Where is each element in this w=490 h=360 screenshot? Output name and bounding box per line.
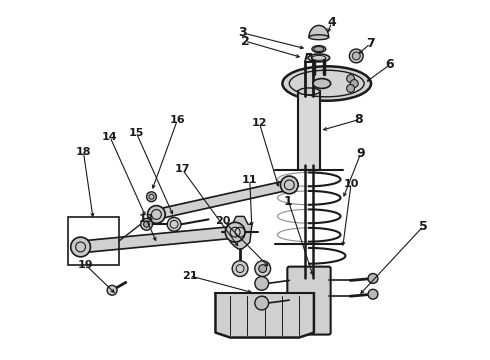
- Polygon shape: [216, 293, 314, 338]
- Bar: [298, 91, 320, 170]
- Circle shape: [352, 52, 360, 60]
- Ellipse shape: [308, 54, 330, 62]
- Ellipse shape: [312, 55, 326, 60]
- Ellipse shape: [313, 78, 331, 89]
- Circle shape: [346, 75, 355, 82]
- Circle shape: [255, 296, 269, 310]
- Text: 20: 20: [216, 216, 231, 226]
- Text: 5: 5: [419, 220, 428, 233]
- Circle shape: [141, 219, 152, 230]
- Text: 14: 14: [102, 132, 118, 142]
- Circle shape: [346, 85, 355, 93]
- Circle shape: [368, 274, 378, 283]
- Text: 13: 13: [138, 214, 154, 224]
- Text: 18: 18: [75, 147, 91, 157]
- Circle shape: [107, 285, 117, 295]
- Text: 1: 1: [284, 195, 293, 208]
- Circle shape: [259, 265, 267, 273]
- Text: 15: 15: [129, 128, 144, 138]
- Text: 12: 12: [252, 118, 267, 128]
- Circle shape: [167, 217, 181, 231]
- Circle shape: [255, 276, 269, 290]
- Circle shape: [71, 237, 91, 257]
- Text: 17: 17: [174, 165, 190, 174]
- Circle shape: [232, 261, 248, 276]
- Circle shape: [349, 49, 363, 63]
- Circle shape: [144, 221, 149, 227]
- Polygon shape: [155, 180, 291, 219]
- FancyBboxPatch shape: [287, 267, 331, 334]
- Text: 9: 9: [356, 147, 365, 160]
- Circle shape: [368, 289, 378, 299]
- Text: 21: 21: [182, 271, 197, 281]
- Polygon shape: [80, 226, 236, 253]
- Ellipse shape: [314, 46, 324, 51]
- Ellipse shape: [282, 66, 371, 101]
- Text: 3: 3: [238, 26, 247, 39]
- Text: 7: 7: [366, 37, 375, 50]
- Circle shape: [147, 206, 165, 223]
- Bar: [68, 217, 119, 265]
- Text: 4: 4: [327, 16, 336, 29]
- Ellipse shape: [298, 88, 320, 95]
- Circle shape: [255, 261, 270, 276]
- Ellipse shape: [309, 35, 329, 40]
- Circle shape: [225, 222, 245, 242]
- Circle shape: [350, 80, 358, 87]
- Text: 11: 11: [242, 175, 258, 185]
- Text: 16: 16: [170, 115, 185, 125]
- Circle shape: [147, 192, 156, 202]
- Circle shape: [280, 176, 298, 194]
- Text: 19: 19: [78, 260, 94, 270]
- Text: 10: 10: [343, 179, 359, 189]
- Text: 8: 8: [354, 113, 363, 126]
- Ellipse shape: [312, 46, 326, 53]
- Text: 2: 2: [241, 35, 249, 48]
- Polygon shape: [228, 216, 252, 249]
- Polygon shape: [309, 26, 329, 37]
- Text: 6: 6: [386, 58, 394, 71]
